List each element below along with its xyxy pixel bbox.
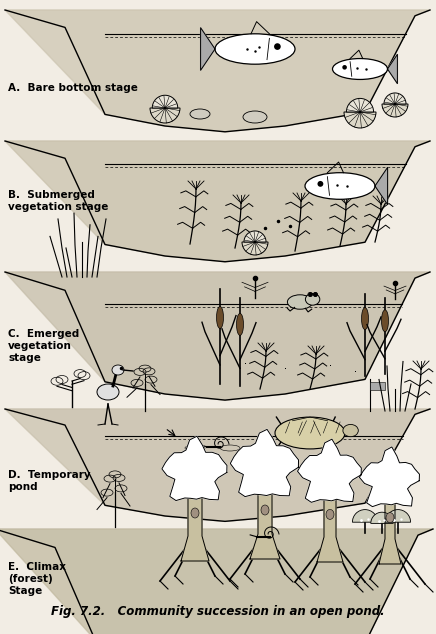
Ellipse shape xyxy=(215,34,295,64)
Polygon shape xyxy=(0,529,433,634)
Ellipse shape xyxy=(236,313,243,335)
Polygon shape xyxy=(201,28,215,70)
Polygon shape xyxy=(5,10,430,132)
Ellipse shape xyxy=(243,111,267,123)
Polygon shape xyxy=(359,447,419,507)
Wedge shape xyxy=(152,95,178,108)
Polygon shape xyxy=(379,501,401,564)
Text: D.  Temporary
pond: D. Temporary pond xyxy=(8,470,91,492)
Polygon shape xyxy=(297,439,361,502)
Polygon shape xyxy=(5,409,430,521)
Wedge shape xyxy=(385,510,411,522)
Ellipse shape xyxy=(305,172,375,199)
Wedge shape xyxy=(244,231,266,242)
Wedge shape xyxy=(371,512,393,524)
Polygon shape xyxy=(250,491,280,559)
Wedge shape xyxy=(384,93,406,104)
Ellipse shape xyxy=(343,424,358,437)
Polygon shape xyxy=(5,409,430,521)
Wedge shape xyxy=(346,98,374,112)
Ellipse shape xyxy=(386,513,394,522)
Ellipse shape xyxy=(287,295,313,309)
Ellipse shape xyxy=(217,306,224,328)
Ellipse shape xyxy=(361,307,368,330)
Ellipse shape xyxy=(313,292,317,297)
Ellipse shape xyxy=(382,310,388,332)
Polygon shape xyxy=(162,436,227,501)
Bar xyxy=(370,382,385,390)
Wedge shape xyxy=(344,112,376,128)
Polygon shape xyxy=(317,497,343,562)
Ellipse shape xyxy=(274,43,281,50)
Ellipse shape xyxy=(190,109,210,119)
Polygon shape xyxy=(388,55,397,84)
Polygon shape xyxy=(5,272,430,400)
Polygon shape xyxy=(5,10,430,132)
Ellipse shape xyxy=(333,58,388,79)
Ellipse shape xyxy=(308,292,312,297)
Text: B.  Submerged
vegetation stage: B. Submerged vegetation stage xyxy=(8,190,109,212)
Polygon shape xyxy=(0,529,433,634)
Ellipse shape xyxy=(261,505,269,515)
Ellipse shape xyxy=(112,365,124,375)
Polygon shape xyxy=(5,272,430,400)
Text: C.  Emerged
vegetation
stage: C. Emerged vegetation stage xyxy=(8,330,79,363)
Wedge shape xyxy=(150,108,180,123)
Ellipse shape xyxy=(97,384,119,400)
Ellipse shape xyxy=(275,417,345,449)
Polygon shape xyxy=(5,141,430,262)
Wedge shape xyxy=(242,242,268,255)
Text: Fig. 7.2.   Community succession in an open pond.: Fig. 7.2. Community succession in an ope… xyxy=(51,605,385,618)
Text: E.  Climax
(forest)
Stage: E. Climax (forest) Stage xyxy=(8,562,66,595)
Ellipse shape xyxy=(305,294,320,305)
Polygon shape xyxy=(5,141,430,262)
Polygon shape xyxy=(230,429,299,496)
Ellipse shape xyxy=(191,508,199,518)
Polygon shape xyxy=(375,167,388,205)
Polygon shape xyxy=(181,495,209,561)
Ellipse shape xyxy=(326,509,334,519)
Ellipse shape xyxy=(317,181,324,187)
Wedge shape xyxy=(382,104,408,117)
Text: A.  Bare bottom stage: A. Bare bottom stage xyxy=(8,83,138,93)
Wedge shape xyxy=(352,510,378,522)
Ellipse shape xyxy=(342,65,347,70)
